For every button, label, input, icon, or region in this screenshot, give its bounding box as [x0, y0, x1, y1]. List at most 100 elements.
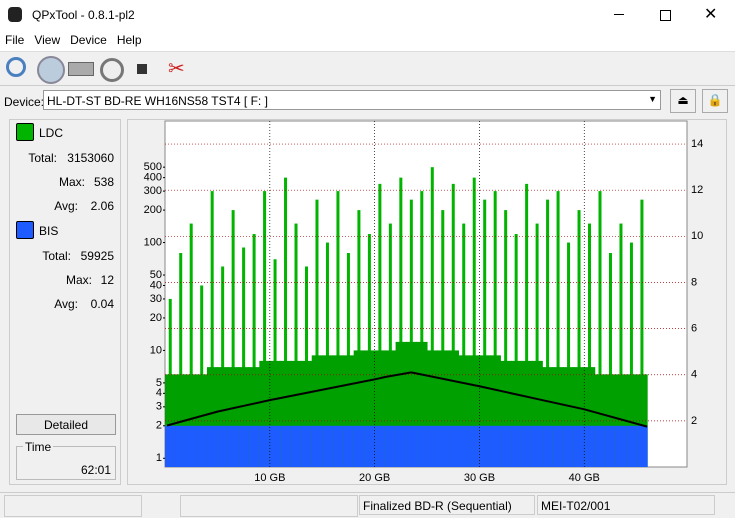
menu-item[interactable]: View	[34, 33, 61, 47]
menu-item[interactable]: Help	[116, 33, 142, 47]
y2-tick-label: 2	[691, 415, 697, 427]
ldc-base	[584, 367, 596, 467]
menu-item[interactable]: File	[5, 33, 25, 47]
bis-bar	[175, 425, 187, 467]
stat-value: 3153060	[67, 151, 114, 165]
toolbar: ✂	[0, 52, 735, 86]
ldc-peak	[462, 223, 466, 467]
bis-bar	[353, 425, 365, 467]
stat-value: 2.06	[90, 199, 114, 213]
ldc-base	[468, 355, 480, 467]
ldc-peak	[588, 223, 592, 467]
bis-bar	[427, 425, 439, 467]
status-bar: Finalized BD-R (Sequential) MEI-T02/001	[0, 492, 735, 518]
ldc-base	[573, 367, 585, 467]
y-tick-label: 40	[150, 279, 162, 291]
bis-bar	[615, 425, 627, 467]
bis-bar	[374, 425, 386, 467]
y2-tick-label: 4	[691, 369, 697, 381]
ldc-base	[448, 350, 459, 467]
ldc-base	[374, 350, 386, 467]
detailed-button[interactable]: Detailed	[16, 414, 116, 435]
bis-bar	[206, 425, 218, 467]
stat-value: 59925	[80, 249, 114, 263]
bis-bar	[406, 425, 418, 467]
y-tick-label: 200	[144, 204, 162, 216]
ldc-base	[364, 350, 376, 467]
ldc-base	[489, 355, 501, 467]
stat-label: Total:	[42, 249, 71, 263]
bis-bar	[448, 425, 459, 467]
bis-bar	[290, 425, 302, 467]
ldc-peak	[608, 253, 612, 467]
y-tick-label: 500	[144, 161, 162, 173]
ldc-peak	[263, 191, 267, 467]
bis-bar	[301, 425, 313, 467]
bis-bar	[248, 425, 260, 467]
y-tick-label: 4	[156, 387, 162, 399]
speed-line	[166, 371, 648, 428]
ldc-base	[605, 374, 617, 467]
ldc-peak	[430, 167, 434, 467]
bis-bar	[563, 425, 575, 467]
ldc-peak	[598, 191, 602, 467]
legend-swatch	[16, 221, 34, 239]
x-tick-label: 10 GB	[254, 472, 285, 484]
minimize-button[interactable]	[614, 14, 624, 15]
bis-bar	[259, 425, 271, 467]
bis-bar	[165, 425, 176, 467]
ldc-peak	[378, 183, 382, 467]
bis-bar	[605, 425, 617, 467]
bis-bar	[626, 425, 638, 467]
stat-value: 0.04	[90, 297, 114, 311]
maximize-button[interactable]	[660, 10, 671, 21]
y-tick-label: 20	[150, 312, 162, 324]
bis-bar	[542, 425, 554, 467]
device-select[interactable]: HL-DT-ST BD-RE WH16NS58 TST4 [ F: ] ▼	[43, 90, 661, 110]
ldc-peak	[336, 191, 340, 467]
bis-bar	[458, 425, 470, 467]
bis-bar	[343, 425, 355, 467]
bis-bar	[636, 425, 648, 467]
ldc-base	[165, 374, 176, 467]
close-button[interactable]: ✕	[704, 6, 718, 23]
ldc-base	[206, 367, 218, 467]
y-tick-label: 50	[150, 269, 162, 281]
stat-label: Max:	[65, 273, 92, 287]
bis-bar	[238, 425, 250, 467]
ldc-base	[542, 367, 554, 467]
ldc-peak	[546, 199, 550, 467]
ldc-peak	[567, 242, 571, 467]
menu-bar: File View Device Help	[0, 30, 735, 52]
ldc-base	[217, 367, 229, 467]
stop-button[interactable]	[137, 64, 147, 74]
ldc-base	[311, 355, 323, 467]
x-tick-label: 40 GB	[569, 472, 600, 484]
settings-button[interactable]: ✂	[168, 58, 185, 80]
bis-bar	[489, 425, 501, 467]
scan-button[interactable]	[100, 58, 124, 82]
bis-bar	[479, 425, 491, 467]
refresh-button[interactable]	[6, 57, 26, 77]
ldc-base	[185, 374, 197, 467]
ldc-peak	[409, 199, 413, 467]
ldc-peak	[252, 234, 256, 467]
ldc-peak	[294, 223, 298, 467]
bis-bar	[500, 425, 512, 467]
ldc-base	[416, 341, 428, 467]
eject-button[interactable]: ⏏	[670, 89, 696, 113]
drive-button[interactable]	[68, 62, 94, 76]
ldc-peak	[619, 223, 623, 467]
ldc-base	[395, 341, 407, 467]
chart-panel	[127, 119, 727, 485]
lock-button[interactable]: 🔒	[702, 89, 728, 113]
menu-item[interactable]: Device	[70, 33, 107, 47]
status-cell	[180, 495, 358, 517]
y-tick-label: 5	[156, 377, 162, 389]
ldc-base	[427, 350, 439, 467]
bis-bar	[468, 425, 480, 467]
bis-bar	[594, 425, 606, 467]
ldc-peak	[577, 210, 581, 467]
disc-button[interactable]	[37, 56, 65, 84]
bis-bar	[437, 425, 449, 467]
